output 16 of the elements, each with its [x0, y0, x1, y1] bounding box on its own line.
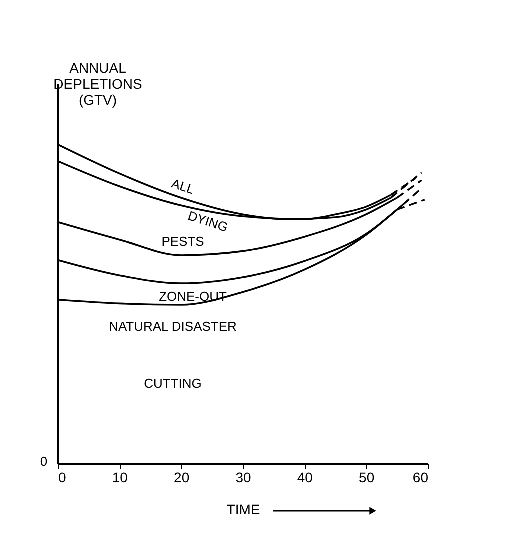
text: 0 — [40, 454, 48, 469]
annotation: NATURAL DISASTER — [109, 319, 237, 334]
x-tick-label: 40 — [297, 470, 314, 486]
annotation: PESTS — [162, 234, 205, 249]
x-tick-label: 60 — [412, 470, 429, 486]
x-tick-label: 0 — [58, 470, 66, 486]
annotation: DYING — [186, 208, 230, 236]
x-tick-label: 10 — [112, 470, 128, 486]
x-tick-label: 20 — [174, 470, 190, 486]
x-tick-label: 50 — [359, 470, 375, 486]
annotation: CUTTING — [144, 376, 202, 391]
annotation: ALL — [170, 176, 196, 198]
annotation: ZONE-OUT — [159, 289, 227, 304]
x-axis-title: TIME — [226, 502, 260, 518]
x-tick-label: 30 — [236, 470, 252, 486]
y-axis-title: ANNUAL DEPLETIONS (GTV) — [54, 60, 142, 108]
